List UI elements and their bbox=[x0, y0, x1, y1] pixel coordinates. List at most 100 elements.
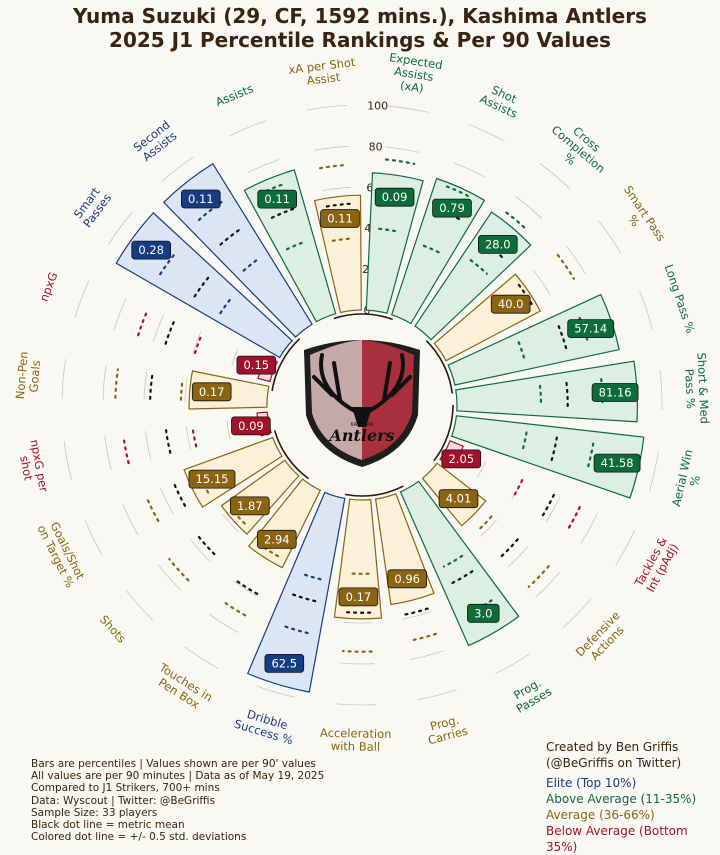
metric-label: Goals/Shoton Target % bbox=[34, 517, 88, 590]
metric-label: Non-PenGoals bbox=[13, 351, 44, 401]
grid-arc bbox=[146, 431, 151, 460]
value-label: 40.0 bbox=[498, 297, 524, 311]
grid-arc bbox=[161, 488, 174, 514]
value-label: 2.94 bbox=[264, 532, 290, 546]
metric-label-line: Pass % bbox=[682, 368, 698, 409]
metric-label: Accelerationwith Ball bbox=[320, 726, 392, 754]
grid-arc bbox=[640, 291, 653, 329]
note-line: Colored dot line = +/- 0.5 std. deviatio… bbox=[31, 831, 324, 843]
sd-dot-line-high bbox=[222, 600, 246, 615]
metric-label: npxG bbox=[37, 270, 61, 303]
sd-dot-line-high bbox=[169, 559, 188, 580]
metric-label-line: Long Pass % bbox=[662, 263, 698, 335]
grid-arc bbox=[103, 365, 106, 399]
legend-item: Elite (Top 10%) bbox=[546, 775, 720, 791]
metric-label: Touches inPen Box bbox=[149, 660, 215, 716]
grid-arc bbox=[410, 651, 443, 660]
value-label: 41.58 bbox=[601, 456, 634, 470]
metric-label: ExpectedAssists(xA) bbox=[384, 50, 443, 98]
value-label: 3.0 bbox=[474, 606, 492, 620]
grid-arc bbox=[468, 124, 504, 141]
mean-dot-line bbox=[175, 485, 186, 506]
mean-dot-line bbox=[166, 321, 175, 343]
note-line: Data: Wyscout | Twitter: @BeGriffis bbox=[31, 795, 324, 807]
metric-label: Shots bbox=[97, 612, 129, 645]
legend-item: Above Average (11-35%) bbox=[546, 791, 720, 807]
metric-label-line: Assist bbox=[306, 70, 341, 88]
sd-dot-line-low bbox=[478, 517, 492, 531]
metric-label: Prog.Passes bbox=[507, 673, 554, 716]
metric-label: SmartPasses bbox=[70, 183, 115, 230]
grid-arc bbox=[660, 370, 662, 410]
grid-arc bbox=[540, 164, 571, 190]
grid-arc bbox=[144, 372, 147, 401]
value-label: 2.05 bbox=[448, 452, 474, 466]
grid-arc bbox=[403, 612, 431, 619]
grid-arc bbox=[481, 520, 498, 537]
value-label: 0.15 bbox=[243, 358, 269, 372]
logo-wordmark: Antlers bbox=[327, 426, 394, 445]
grid-arc bbox=[563, 599, 591, 628]
grid-arc bbox=[191, 540, 211, 562]
grid-arc bbox=[62, 359, 66, 399]
grid-arc bbox=[385, 147, 419, 152]
value-label: 15.15 bbox=[196, 472, 229, 486]
metric-label-line: (xA) bbox=[399, 78, 425, 95]
grid-arc bbox=[546, 496, 560, 522]
note-line: Compared to J1 Strikers, 700+ mins bbox=[31, 782, 324, 794]
metric-label: DribbleSuccess % bbox=[232, 704, 298, 747]
value-label: 1.87 bbox=[237, 499, 263, 513]
grid-arc bbox=[307, 105, 347, 110]
metric-label-line: npxG bbox=[37, 270, 61, 303]
sd-dot-line-high bbox=[320, 165, 348, 168]
grid-arc bbox=[209, 614, 238, 633]
note-line: Sample Size: 33 players bbox=[31, 807, 324, 819]
value-label: 0.11 bbox=[264, 192, 290, 206]
metric-label: xA per ShotAssist bbox=[288, 55, 358, 90]
metric-label-line: with Ball bbox=[331, 739, 381, 754]
tier-legend: Elite (Top 10%)Above Average (11-35%)Ave… bbox=[546, 775, 720, 855]
metric-label-line: Shots bbox=[97, 612, 129, 645]
value-label: 0.79 bbox=[439, 201, 465, 215]
grid-arc bbox=[114, 298, 126, 330]
value-label: 81.16 bbox=[599, 386, 632, 400]
metric-label-line: Goals bbox=[26, 360, 43, 393]
value-label: 0.96 bbox=[394, 572, 420, 586]
grid-arc bbox=[75, 281, 89, 319]
sd-dot-line-high bbox=[386, 160, 414, 164]
metric-label: Smart Pass% bbox=[610, 183, 668, 251]
grid-arc bbox=[193, 332, 201, 354]
grid-arc bbox=[566, 246, 585, 275]
grid-arc bbox=[233, 581, 258, 597]
metric-label-line: Smart Pass bbox=[621, 183, 668, 244]
metric-label: SecondAssists bbox=[131, 118, 181, 165]
grid-arc bbox=[516, 197, 542, 219]
grid-arc bbox=[599, 221, 622, 254]
grid-arc bbox=[185, 378, 187, 402]
grid-arc bbox=[185, 647, 219, 669]
metric-label-line: Assists bbox=[213, 81, 255, 109]
metric-label: Aerial Win% bbox=[669, 448, 708, 511]
sd-dot-line-low bbox=[193, 427, 197, 447]
grid-arc bbox=[126, 590, 153, 620]
grid-arc bbox=[495, 654, 530, 674]
value-label: 0.11 bbox=[188, 192, 214, 206]
grid-arc bbox=[581, 513, 598, 543]
metric-label: Prog.Carries bbox=[423, 711, 469, 747]
metric-label: Long Pass % bbox=[662, 263, 698, 335]
value-label: 57.14 bbox=[574, 322, 607, 336]
grid-arc bbox=[227, 421, 230, 439]
metric-label-line: % bbox=[687, 474, 703, 488]
sd-dot-line-high bbox=[138, 310, 148, 336]
credit-handle: (@BeGriffis on Twitter) bbox=[546, 755, 720, 771]
grid-arc bbox=[315, 146, 349, 150]
grid-arc bbox=[336, 704, 376, 705]
mean-dot-line bbox=[542, 495, 554, 517]
grid-arc bbox=[162, 157, 194, 182]
sd-dot-line-high bbox=[529, 566, 549, 587]
legend-item: Average (36-66%) bbox=[546, 807, 720, 823]
value-label: 0.28 bbox=[138, 243, 164, 257]
grid-arc bbox=[105, 436, 111, 470]
